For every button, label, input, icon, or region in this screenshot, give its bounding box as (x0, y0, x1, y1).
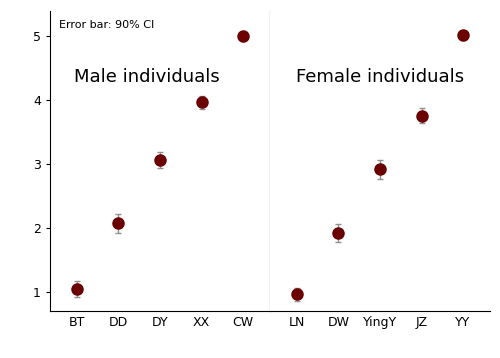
Text: Male individuals: Male individuals (74, 68, 220, 86)
Text: Error bar: 90% CI: Error bar: 90% CI (59, 20, 154, 30)
Text: Female individuals: Female individuals (296, 68, 464, 86)
